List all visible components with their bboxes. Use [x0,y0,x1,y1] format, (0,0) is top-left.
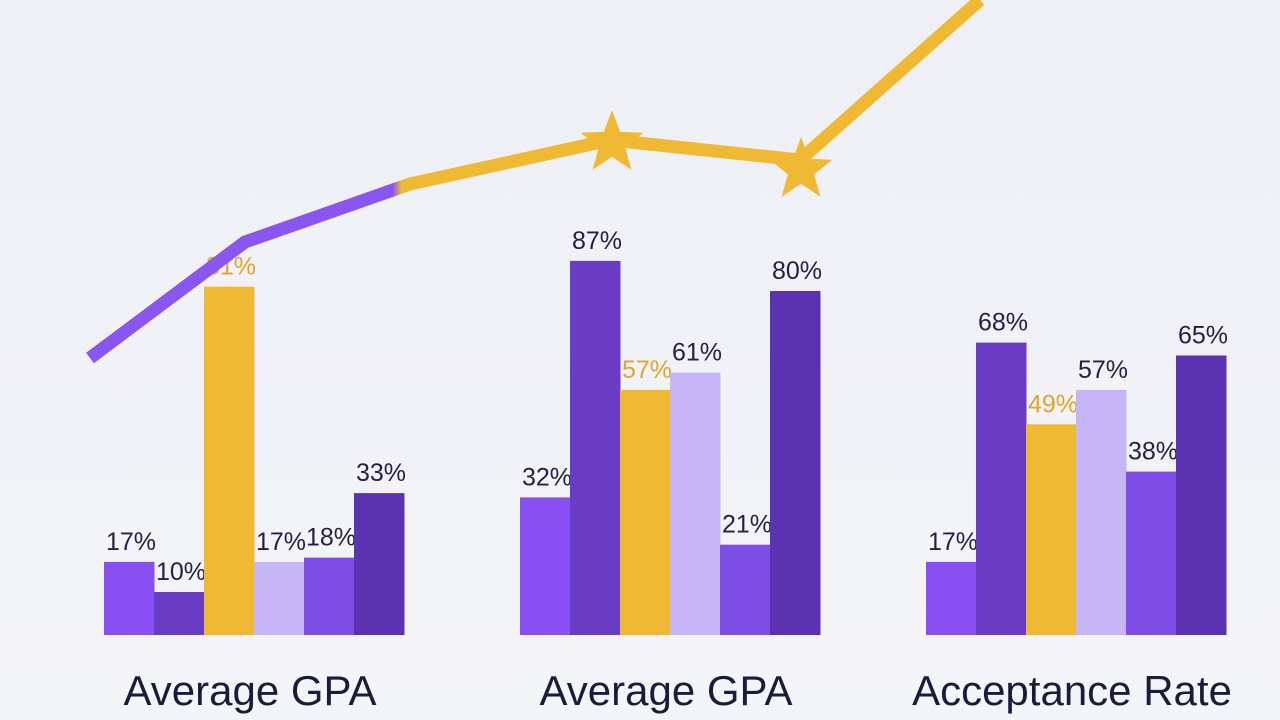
bar-group: 17% 68% 49%57% 38% 65% Acceptance Rate [912,309,1232,714]
category-label: Acceptance Rate [912,667,1232,714]
bar-value-label: 49% [1028,390,1078,418]
bar [926,561,977,635]
bar [770,291,821,635]
bar-value-label: 32% [522,463,572,491]
bar-value-label: 18% [306,524,356,552]
bar-value-label: 10% [156,558,206,586]
bar-value-label: 65% [1178,322,1228,350]
bar-value-label: 17% [256,528,306,556]
category-label: Average GPA [124,667,377,714]
bar [570,260,621,635]
bar-value-label: 21% [722,511,772,539]
trend-line [86,0,985,364]
category-label: Average GPA [540,667,793,714]
bar-value-label: 68% [978,309,1028,337]
bar [720,544,771,635]
bar [520,497,571,635]
bar [1176,355,1227,635]
bar [354,493,405,635]
bar [204,286,255,635]
bar-value-label: 61% [672,339,722,367]
bar-value-label: 17% [928,528,978,556]
bar-value-label: 38% [1128,438,1178,466]
bar-group: 17%10%81%17% 18%33%Average GPA [104,253,406,714]
bar [104,561,155,635]
bar [1126,471,1177,635]
bar [254,561,305,635]
bar [1026,424,1077,635]
bar-value-label: 33% [356,459,406,487]
bar-value-label: 80% [772,257,822,285]
bar-value-label: 57% [1078,356,1128,384]
bar [976,342,1027,635]
bar [1076,389,1127,635]
trend-star-marker [580,110,644,170]
bar [620,389,671,635]
trend-star-marker [769,137,833,197]
bar-group: 32% 87% 57%61% 21% 80% Average GPA [520,227,822,714]
bar [154,592,205,635]
bar [304,557,355,635]
bar-value-label: 57% [622,356,672,384]
bar [670,372,721,635]
bar-value-label: 17% [106,528,156,556]
bar-value-label: 87% [572,227,622,255]
